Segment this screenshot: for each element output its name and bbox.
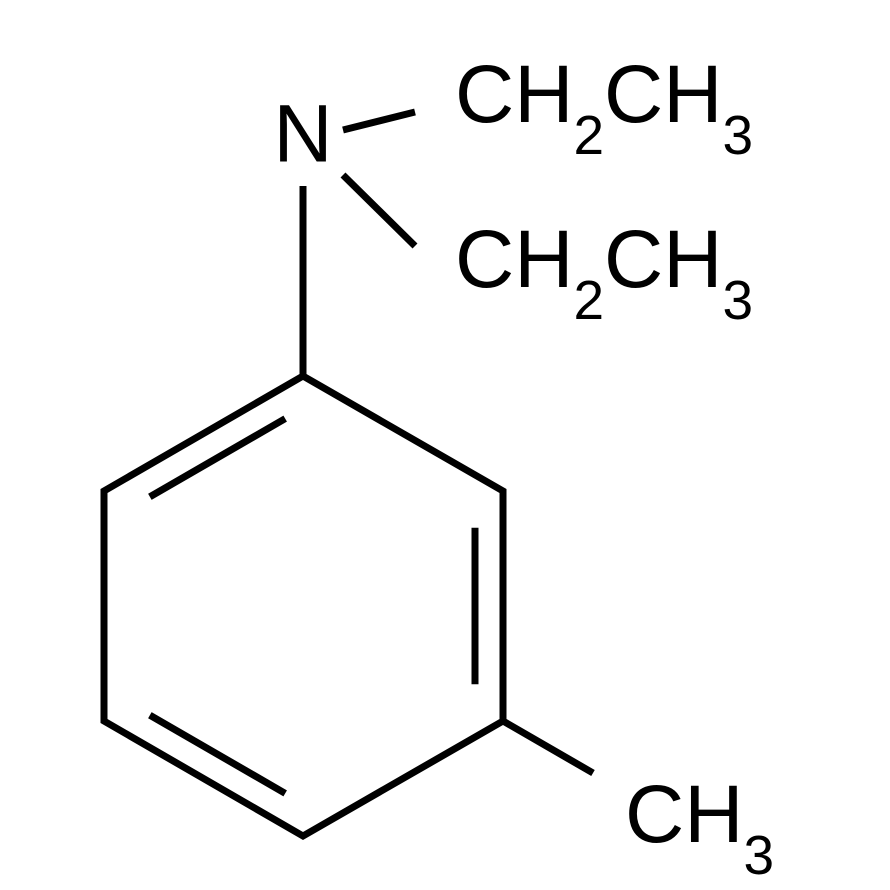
ethyl-top-label: CH2CH3 bbox=[455, 49, 753, 166]
benzene-ring bbox=[104, 376, 503, 836]
molecule-canvas: N CH2CH3 CH2CH3 CH3 bbox=[0, 0, 890, 890]
methyl-label: CH3 bbox=[625, 769, 774, 886]
bond-nitrogen-ethyl-top bbox=[343, 112, 415, 130]
nitrogen-label: N bbox=[273, 89, 332, 180]
ethyl-bottom-label: CH2CH3 bbox=[455, 214, 753, 331]
bond-nitrogen-ethyl-bottom bbox=[343, 175, 415, 246]
bond-ring-methyl bbox=[503, 721, 593, 773]
